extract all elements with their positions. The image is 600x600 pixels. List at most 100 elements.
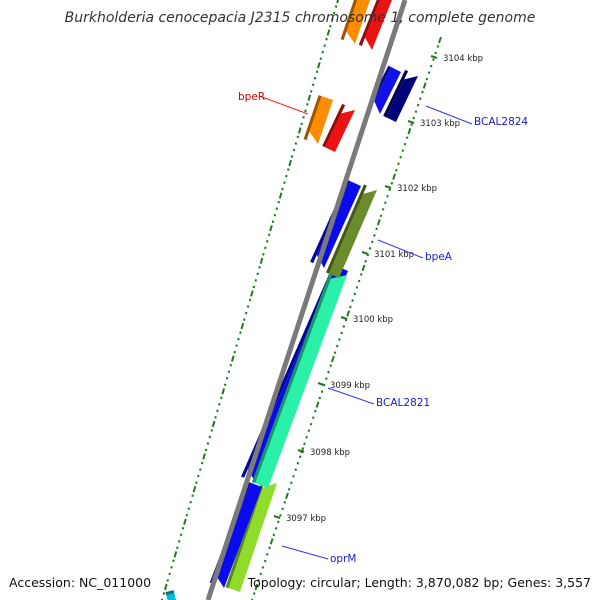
guide-dot xyxy=(323,44,326,47)
guide-dot xyxy=(274,527,278,530)
guide-dot xyxy=(170,566,173,569)
guide-dot xyxy=(438,36,442,44)
guide-dot xyxy=(403,142,407,146)
guide-dot xyxy=(325,37,328,41)
guide-dot xyxy=(333,351,337,354)
guide-dot xyxy=(335,344,339,348)
guide-dot xyxy=(388,188,392,192)
dotted-scale-guides xyxy=(160,0,442,600)
guide-dot xyxy=(322,383,326,387)
guide-dot xyxy=(206,442,210,445)
guide-dot xyxy=(334,5,338,8)
guide-dot xyxy=(292,474,295,478)
svg-text:3097 kbp: 3097 kbp xyxy=(286,514,326,524)
gene-arrow xyxy=(383,69,418,122)
guide-dot xyxy=(276,520,280,524)
guide-dot xyxy=(235,344,238,347)
guide-dot xyxy=(309,89,313,93)
svg-text:oprM: oprM xyxy=(330,553,356,565)
guide-dot xyxy=(252,285,256,289)
guide-dot xyxy=(407,128,412,135)
guide-dot xyxy=(397,162,400,166)
guide-dot xyxy=(364,260,367,263)
guide-dot xyxy=(279,513,282,517)
guide-dot xyxy=(305,435,308,439)
guide-dot xyxy=(208,435,212,439)
svg-text:bpeR: bpeR xyxy=(238,91,265,103)
guide-dot xyxy=(248,298,252,302)
guide-dot xyxy=(399,155,402,159)
accession-text: Accession: NC_011000 xyxy=(9,575,152,590)
guide-dot xyxy=(298,455,302,459)
guide-dot xyxy=(342,325,346,328)
guide-dot xyxy=(267,233,271,237)
guide-dot xyxy=(296,461,300,465)
guide-dot xyxy=(300,122,303,126)
guide-dot xyxy=(422,82,427,89)
guide-dot xyxy=(353,292,357,296)
guide-dot xyxy=(195,481,198,484)
tick-3102-kbp: 3102 kbp xyxy=(384,184,437,194)
guide-dot xyxy=(181,526,185,530)
guide-dot xyxy=(216,409,219,413)
guide-dot xyxy=(265,239,269,243)
guide-dot xyxy=(368,247,372,250)
gene-features xyxy=(165,0,418,600)
guide-dot xyxy=(429,64,433,68)
guide-dot xyxy=(349,305,352,309)
guide-dot xyxy=(304,109,307,113)
guide-dot xyxy=(204,448,208,452)
guide-dot xyxy=(405,136,409,140)
guide-dot xyxy=(325,377,328,380)
guide-dot xyxy=(416,103,420,107)
guide-dot xyxy=(252,592,256,595)
guide-dot xyxy=(168,572,171,576)
guide-dot xyxy=(225,376,229,380)
guide-dot xyxy=(315,70,319,74)
guide-dot xyxy=(229,363,233,367)
guide-dot xyxy=(340,331,343,335)
guide-dot xyxy=(366,253,370,257)
tick-3101-kbp: 3101 kbp xyxy=(361,250,414,260)
tick-3100-kbp: 3100 kbp xyxy=(340,315,393,325)
guide-dot xyxy=(386,194,389,198)
guide-dot xyxy=(303,442,306,446)
map-title: Burkholderia cenocepacia J2315 chromosom… xyxy=(64,10,536,26)
guide-dot xyxy=(173,551,178,558)
guide-dot xyxy=(166,579,170,582)
gene-label-bper: bpeR xyxy=(238,91,309,115)
svg-text:3104 kbp: 3104 kbp xyxy=(443,54,483,64)
guide-dot xyxy=(179,533,183,537)
guide-dot xyxy=(261,566,265,569)
guide-dot xyxy=(419,97,422,100)
guide-dot xyxy=(355,286,359,289)
gene-arrow xyxy=(251,269,347,488)
guide-dot xyxy=(326,29,331,36)
gene-arrow xyxy=(225,478,277,592)
guide-dot xyxy=(307,429,311,433)
guide-dot xyxy=(254,583,259,591)
gene-label-bpea: bpeA xyxy=(377,239,453,263)
guide-dot xyxy=(296,135,300,139)
guide-dot xyxy=(290,155,294,158)
gene-label-oprm: oprM xyxy=(281,545,356,565)
guide-dot xyxy=(379,214,383,218)
guide-dot xyxy=(200,461,204,465)
svg-text:3098 kbp: 3098 kbp xyxy=(310,448,350,458)
guide-dot xyxy=(233,350,236,354)
coordinate-ticks: 3097 kbp 3098 kbp 3099 kbp 3100 kbp 3101 kbp… xyxy=(273,54,483,524)
guide-dot xyxy=(197,474,200,478)
guide-dot xyxy=(277,200,280,204)
guide-dot xyxy=(262,253,265,256)
guide-dot xyxy=(381,207,385,211)
guide-dot xyxy=(392,173,396,180)
guide-dot xyxy=(319,57,323,61)
guide-dot xyxy=(361,264,366,272)
guide-dot xyxy=(275,207,279,211)
guide-dot xyxy=(210,429,214,432)
guide-dot xyxy=(164,583,168,591)
guide-dot xyxy=(162,592,166,595)
guide-dot xyxy=(394,168,398,172)
guide-dot xyxy=(254,279,258,282)
guide-dot xyxy=(302,116,305,119)
